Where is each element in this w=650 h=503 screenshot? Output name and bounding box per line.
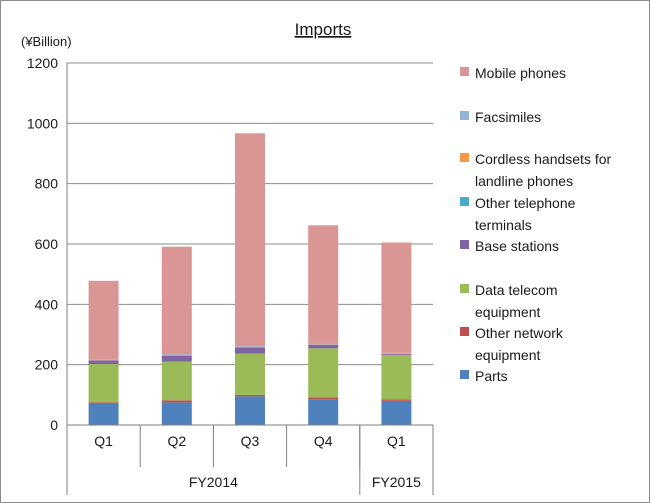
bar-segment — [161, 355, 192, 362]
unit-label: (¥Billion) — [21, 34, 72, 49]
bar-segment — [381, 400, 412, 425]
bar-segment — [235, 133, 265, 347]
legend-swatch — [460, 111, 469, 120]
y-tick-label: 0 — [50, 417, 58, 433]
legend-label: equipment — [475, 347, 540, 363]
bar-segment — [235, 353, 265, 395]
legend-item: Base stations — [460, 238, 559, 254]
legend-label: Facsimiles — [475, 109, 541, 125]
x-category-label: Q2 — [167, 433, 186, 449]
legend-label: Mobile phones — [475, 65, 566, 81]
bar-segment — [235, 396, 265, 425]
x-category-label: Q1 — [94, 433, 113, 449]
bar-segment — [88, 280, 119, 360]
bar-segment — [381, 354, 412, 356]
fiscal-year-label: FY2014 — [189, 474, 238, 490]
y-tick-label: 600 — [35, 236, 59, 252]
bar-segment — [235, 346, 265, 348]
bar-segment — [161, 361, 192, 401]
bar-segment — [308, 399, 339, 425]
legend-item: Cordless handsets for landline phones — [460, 151, 612, 189]
bar-segment — [381, 355, 412, 400]
legend-label: landline phones — [475, 173, 573, 189]
x-category-label: Q1 — [387, 433, 406, 449]
bar-segment — [88, 359, 119, 361]
bar-segment — [88, 402, 119, 404]
bar-segment — [161, 354, 192, 356]
legend-item: Facsimiles — [460, 109, 541, 125]
legend-label: Data telecom — [475, 282, 557, 298]
bar-segment — [308, 225, 339, 344]
y-tick-label: 1200 — [27, 55, 58, 71]
legend-item: Other telephone terminals — [460, 195, 576, 233]
y-tick-label: 1000 — [27, 115, 58, 131]
legend-swatch — [460, 197, 469, 206]
bar-segment — [308, 343, 339, 345]
bar-segment — [88, 403, 119, 425]
bar-segment — [235, 347, 265, 354]
legend-label: equipment — [475, 304, 540, 320]
bar-segment — [381, 242, 412, 353]
fiscal-year-label: FY2015 — [372, 474, 421, 490]
legend-swatch — [460, 67, 469, 76]
legend-label: Other telephone — [475, 195, 576, 211]
legend-item: Data telecom equipment — [460, 282, 557, 320]
y-tick-label: 400 — [35, 296, 59, 312]
y-tick-label: 200 — [35, 357, 59, 373]
bar-segment — [88, 360, 119, 365]
bar-segment — [235, 394, 265, 397]
legend: Mobile phones Facsimiles Cordless handsets… — [460, 65, 612, 384]
y-tick-label: 800 — [35, 176, 59, 192]
legend-item: Mobile phones — [460, 65, 566, 81]
x-category-label: Q4 — [314, 433, 333, 449]
x-category-label: Q3 — [241, 433, 260, 449]
legend-swatch — [460, 240, 469, 249]
legend-swatch — [460, 284, 469, 293]
bars — [88, 133, 412, 425]
bar-segment — [308, 397, 339, 400]
bar-segment — [381, 352, 412, 354]
legend-label: Cordless handsets for — [475, 151, 612, 167]
bar-segment — [88, 364, 119, 403]
bar-segment — [161, 400, 192, 403]
bar-segment — [308, 344, 339, 349]
bar-segment — [308, 348, 339, 398]
legend-swatch — [460, 327, 469, 336]
legend-label: Other network — [475, 325, 564, 341]
legend-label: Base stations — [475, 238, 559, 254]
legend-swatch — [460, 370, 469, 379]
bar-segment — [381, 399, 412, 401]
bar-segment — [161, 402, 192, 425]
legend-label: terminals — [475, 217, 532, 233]
legend-item: Parts — [460, 368, 508, 384]
legend-swatch — [460, 153, 469, 162]
bar-segment — [161, 246, 192, 355]
chart-title: Imports — [295, 20, 352, 39]
axes: 0 200 400 600 800 1000 1200 Q1 Q2 Q3 Q4 Q1 FY2014 FY2… — [27, 55, 434, 495]
legend-item: Other network equipment — [460, 325, 564, 363]
legend-label: Parts — [475, 368, 508, 384]
